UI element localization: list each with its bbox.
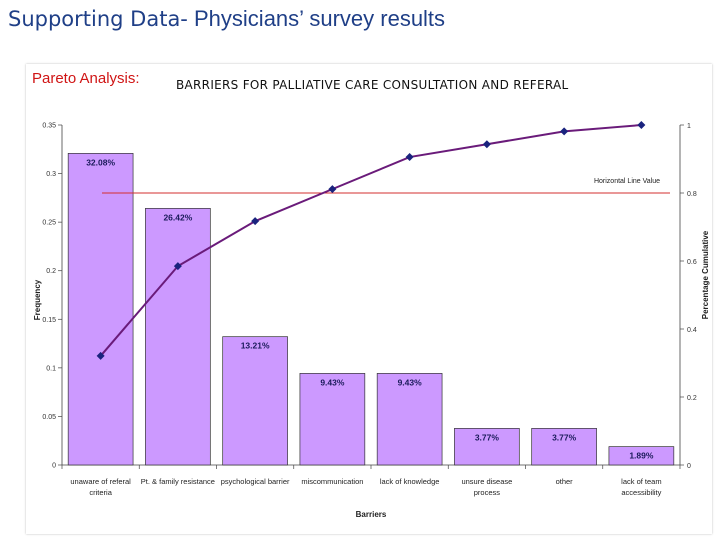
bar [145, 207, 211, 466]
left-tick-label: 0.2 [46, 268, 56, 275]
cumulative-marker [482, 140, 491, 149]
right-tick-label: 0.8 [687, 191, 697, 198]
category-label: Pt. & family resistance [141, 477, 215, 486]
right-axis-title: Percentage Cumulative [701, 230, 710, 319]
category-label: accessibility [621, 488, 661, 497]
pareto-label: Pareto Analysis: [32, 70, 140, 87]
left-tick-label: 0.25 [42, 220, 56, 227]
cumulative-marker [560, 127, 569, 136]
left-tick-label: 0.3 [46, 171, 56, 178]
bar [608, 446, 675, 466]
bar-data-label: 3.77% [552, 432, 577, 442]
cumulative-line [99, 124, 642, 357]
category-label: lack of team [621, 477, 661, 486]
cumulative-marker [251, 217, 260, 226]
category-label: unsure disease [461, 477, 512, 486]
bar [454, 428, 520, 466]
right-tick-label: 0.4 [687, 327, 697, 334]
cumulative-marker [96, 351, 105, 360]
right-tick-label: 1 [687, 123, 691, 130]
category-label: miscommunication [301, 477, 363, 486]
left-tick-label: 0.1 [46, 365, 56, 372]
bar-data-label: 26.42% [163, 212, 192, 222]
cumulative-marker [637, 121, 646, 129]
left-axis-title: Frequency [33, 279, 42, 320]
bar-data-label: 32.08% [86, 157, 115, 167]
chart-title: BARRIERS FOR PALLIATIVE CARE CONSULTATIO… [176, 78, 569, 92]
category-label: criteria [89, 488, 112, 497]
slide-title-rest: Physicians’ survey results [187, 6, 446, 31]
bar-data-label: 9.43% [320, 377, 345, 387]
category-label: psychological barrier [221, 477, 290, 486]
category-label: lack of knowledge [380, 477, 440, 486]
chart-panel [26, 64, 712, 534]
bar-data-label: 1.89% [629, 451, 654, 461]
left-tick-label: 0.35 [42, 123, 56, 130]
x-axis-title: Barriers [356, 510, 387, 519]
slide-title: Supporting Data- Physicians’ survey resu… [8, 6, 445, 32]
category-label: other [556, 477, 574, 486]
cumulative-marker [328, 185, 337, 194]
bar [299, 373, 366, 466]
cumulative-marker [405, 153, 414, 162]
bar-data-label: 13.21% [241, 341, 270, 351]
left-tick-label: 0.05 [42, 414, 56, 421]
category-label: unaware of referal [70, 477, 131, 486]
bar [222, 336, 288, 466]
category-label: process [474, 488, 501, 497]
cumulative-marker [173, 262, 182, 271]
bar-data-label: 3.77% [475, 432, 500, 442]
right-tick-label: 0 [687, 463, 691, 470]
bar [531, 428, 597, 466]
bar-data-label: 9.43% [398, 377, 423, 387]
reference-line-label: Horizontal Line Value [594, 178, 660, 185]
right-tick-label: 0.6 [687, 259, 697, 266]
bar [376, 373, 443, 466]
left-tick-label: 0 [52, 463, 56, 470]
right-tick-label: 0.2 [687, 395, 697, 402]
left-tick-label: 0.15 [42, 317, 56, 324]
bar [67, 153, 134, 466]
slide-title-lead: Supporting Data- [8, 7, 188, 31]
